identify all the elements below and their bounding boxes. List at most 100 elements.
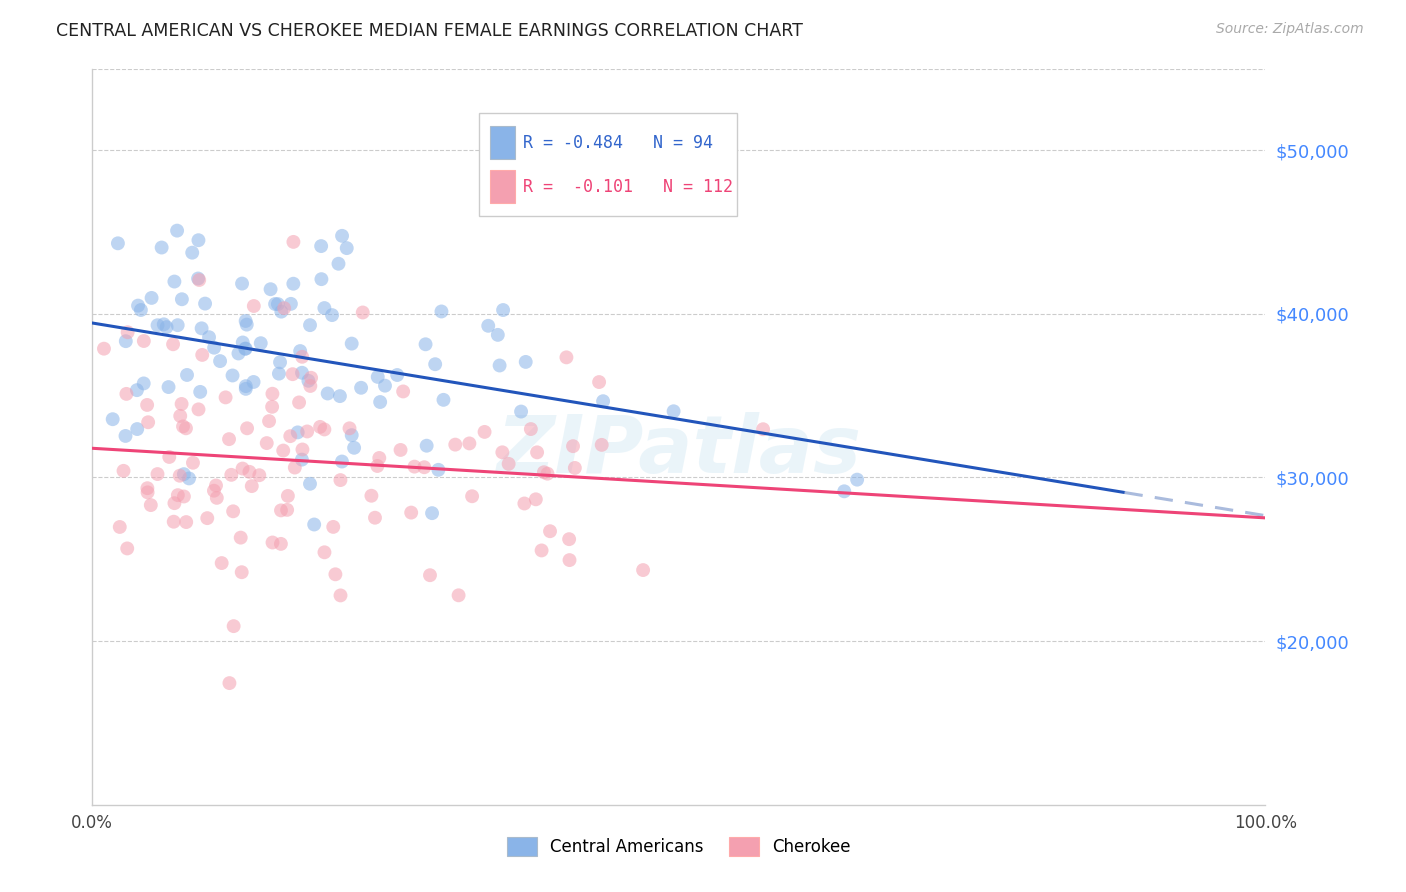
Point [262, 535, 284, 549]
Point [129, 303, 152, 318]
Point [198, 330, 221, 344]
Point [336, 241, 359, 255]
Point [141, 291, 163, 305]
Point [173, 467, 195, 482]
Point [205, 478, 228, 492]
Point [536, 467, 558, 481]
Point [112, 464, 135, 478]
Point [498, 457, 520, 471]
Point [592, 394, 614, 409]
Point [132, 334, 155, 348]
Point [190, 321, 212, 335]
Point [232, 335, 254, 350]
Point [368, 450, 391, 465]
Point [162, 337, 184, 351]
Text: R = -0.484   N = 94: R = -0.484 N = 94 [523, 134, 713, 152]
Point [174, 515, 197, 529]
Point [262, 386, 284, 401]
Point [329, 473, 352, 487]
Point [283, 277, 305, 291]
Point [399, 506, 422, 520]
Point [205, 491, 228, 505]
Point [170, 292, 193, 306]
Point [108, 520, 131, 534]
Point [288, 395, 311, 409]
Point [243, 299, 266, 313]
Point [309, 420, 332, 434]
Point [520, 422, 543, 436]
Point [187, 271, 209, 285]
Legend: Central Americans, Cherokee: Central Americans, Cherokee [501, 830, 858, 863]
Point [174, 421, 197, 435]
Point [515, 355, 537, 369]
Point [278, 429, 301, 443]
Point [314, 422, 336, 436]
Point [328, 257, 350, 271]
Point [271, 443, 294, 458]
Point [269, 355, 291, 369]
Point [419, 568, 441, 582]
Point [202, 341, 225, 355]
Point [558, 553, 581, 567]
Point [302, 517, 325, 532]
Point [415, 337, 437, 351]
Point [392, 384, 415, 399]
Point [432, 392, 454, 407]
Point [169, 468, 191, 483]
Point [173, 490, 195, 504]
Point [235, 342, 257, 356]
Point [284, 460, 307, 475]
Point [267, 367, 290, 381]
Point [491, 445, 513, 459]
Point [107, 236, 129, 251]
Point [187, 402, 209, 417]
Point [492, 303, 515, 318]
Point [242, 375, 264, 389]
Point [166, 488, 188, 502]
Point [117, 325, 139, 339]
Point [228, 346, 250, 360]
Point [564, 461, 586, 475]
Point [170, 397, 193, 411]
Point [474, 425, 496, 439]
Point [218, 676, 240, 690]
Point [177, 471, 200, 485]
Point [309, 239, 332, 253]
Point [558, 532, 581, 546]
Point [270, 304, 292, 318]
Point [316, 386, 339, 401]
Point [194, 296, 217, 310]
Text: CENTRAL AMERICAN VS CHEROKEE MEDIAN FEMALE EARNINGS CORRELATION CHART: CENTRAL AMERICAN VS CHEROKEE MEDIAN FEMA… [56, 22, 803, 40]
Point [166, 318, 188, 333]
Point [249, 336, 271, 351]
Point [662, 404, 685, 418]
Point [330, 454, 353, 468]
Point [291, 452, 314, 467]
Point [136, 398, 159, 412]
Point [555, 351, 578, 365]
Point [157, 450, 180, 464]
Point [270, 537, 292, 551]
Point [150, 240, 173, 254]
Point [214, 390, 236, 404]
Point [256, 436, 278, 450]
Point [152, 318, 174, 332]
Point [181, 245, 204, 260]
Point [513, 496, 536, 510]
Point [221, 368, 243, 383]
Point [631, 563, 654, 577]
Point [562, 439, 585, 453]
Point [298, 476, 321, 491]
Point [321, 308, 343, 322]
Point [350, 381, 373, 395]
Point [235, 314, 257, 328]
Point [752, 422, 775, 436]
Point [238, 465, 260, 479]
Point [163, 515, 186, 529]
Point [273, 301, 295, 315]
Point [340, 428, 363, 442]
Point [136, 415, 159, 429]
Point [538, 524, 561, 539]
Point [235, 318, 257, 332]
Point [231, 277, 253, 291]
